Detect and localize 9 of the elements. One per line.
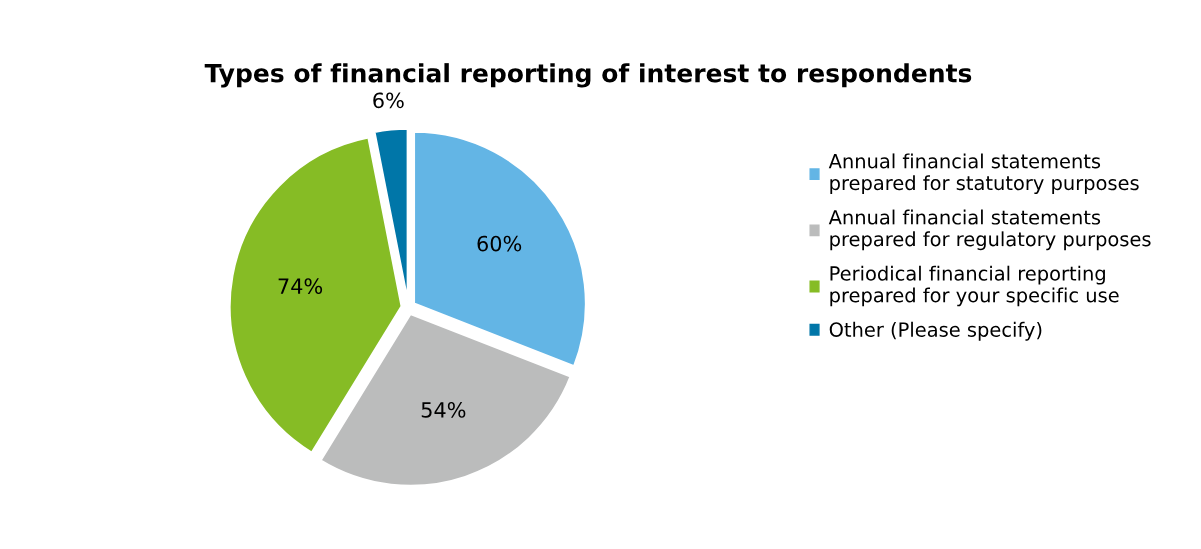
chart-title: Types of financial reporting of interest to respondents [204, 63, 972, 88]
data-label: 60% [477, 235, 522, 252]
legend-label: Other (Please specify) [829, 321, 1042, 341]
data-label: 6% [373, 92, 404, 109]
data-label: 74% [278, 278, 323, 294]
legend-label: Periodical financial reporting prepared for your specific use [830, 265, 1119, 307]
legend-label: Annual financial statements prepared for statutory purposes [828, 153, 1139, 195]
data-label: 54% [421, 402, 466, 418]
legend-label: Annual financial statements prepared for regulatory purposes [828, 209, 1151, 251]
